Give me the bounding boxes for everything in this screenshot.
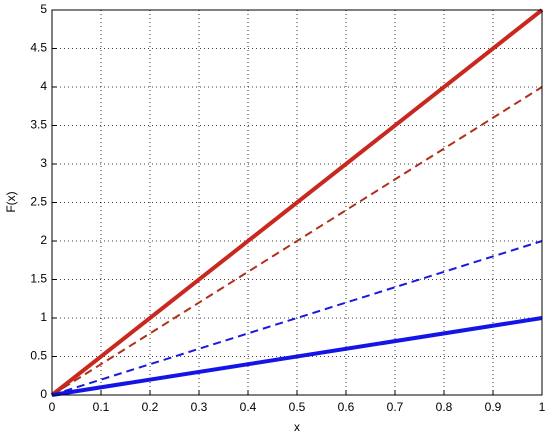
x-tick-label: 0.3: [191, 400, 208, 414]
x-tick-label: 0.2: [142, 400, 159, 414]
y-tick-label: 3: [40, 156, 47, 170]
x-tick-label: 0: [49, 400, 56, 414]
y-tick-label: 3.5: [30, 118, 47, 132]
x-tick-label: 1: [539, 400, 546, 414]
y-tick-label: 4: [40, 79, 47, 93]
x-tick-label: 0.4: [240, 400, 257, 414]
y-tick-label: 1: [40, 310, 47, 324]
y-axis-label: F(x): [4, 191, 18, 212]
x-tick-label: 0.6: [338, 400, 355, 414]
x-tick-label: 0.1: [93, 400, 110, 414]
y-tick-label: 2.5: [30, 195, 47, 209]
y-tick-label: 0: [40, 387, 47, 401]
data-line: [51, 240, 543, 396]
plot-frame: [51, 9, 543, 396]
data-line: [51, 316, 543, 397]
x-tick-label: 0.7: [387, 400, 404, 414]
y-tick-label: 4.5: [30, 41, 47, 55]
y-tick-label: 2: [40, 233, 47, 247]
x-tick-label: 0.8: [436, 400, 453, 414]
y-tick-label: 0.5: [30, 349, 47, 363]
x-tick-label: 0.5: [289, 400, 306, 414]
y-tick-label: 5: [40, 2, 47, 16]
x-tick-label: 0.9: [485, 400, 502, 414]
data-line: [50, 8, 544, 397]
y-tick-label: 1.5: [30, 272, 47, 286]
x-axis-label: x: [294, 420, 300, 434]
data-line: [51, 86, 543, 396]
